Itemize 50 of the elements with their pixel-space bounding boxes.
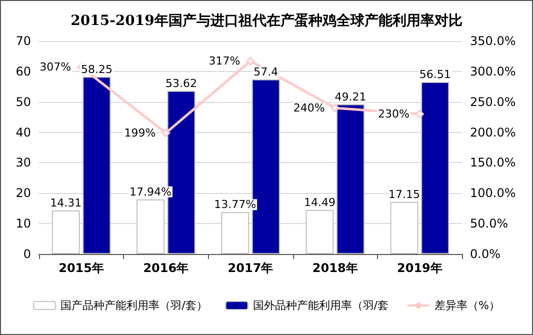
- y-tick-label: 20: [16, 186, 31, 200]
- x-tick-label: 2015年: [58, 261, 104, 275]
- bar: [336, 104, 364, 254]
- y-tick-label: 50: [16, 94, 31, 109]
- x-tick-label: 2017年: [228, 261, 274, 275]
- bar: [221, 212, 250, 254]
- data-label: 57.4: [254, 65, 278, 78]
- y-tick-label: 10: [16, 216, 31, 231]
- bar: [82, 76, 111, 254]
- y-tick-label: 70: [16, 34, 31, 48]
- legend-label: 国产品种产能利用率（羽/套）: [60, 299, 208, 312]
- y2-tick-label: 50.0%: [470, 216, 508, 231]
- data-label: 53.62: [166, 76, 198, 90]
- point: [330, 104, 340, 112]
- x-tick-label: 2016年: [143, 261, 189, 275]
- x-tick-label: 2018年: [312, 261, 358, 275]
- data-label: 230%: [378, 108, 410, 121]
- bar: [52, 210, 80, 254]
- bar: [421, 82, 450, 254]
- y2-tick-label: 350.0%: [470, 34, 516, 48]
- y2-tick-label: 200.0%: [470, 125, 516, 140]
- y2-tick-label: 300.0%: [470, 64, 516, 78]
- data-label: 17.94%: [130, 185, 172, 198]
- y2-tick-label: 150.0%: [470, 156, 516, 170]
- y-tick-label: 30: [16, 156, 31, 170]
- point: [246, 56, 255, 66]
- bar: [390, 202, 418, 254]
- data-label: 13.77%: [214, 198, 256, 212]
- data-label: 317%: [208, 54, 240, 68]
- data-label: 56.51: [419, 68, 451, 82]
- bar: [306, 210, 334, 254]
- data-label: 49.21: [334, 90, 366, 104]
- y2-tick-label: 0.0%: [470, 247, 500, 261]
- x-tick-label: 2019年: [396, 261, 442, 275]
- y2-tick-label: 100.0%: [470, 186, 516, 200]
- data-label: 199%: [124, 126, 156, 140]
- y-tick-label: 40: [16, 125, 31, 140]
- legend-label: 国外品种产能利用率（羽/套: [252, 299, 388, 312]
- point: [415, 110, 424, 118]
- y2-tick-label: 250.0%: [470, 94, 516, 109]
- data-label: 17.15: [388, 188, 420, 201]
- data-label: 14.31: [50, 196, 82, 210]
- y-tick-label: 0: [23, 247, 31, 261]
- y-tick-label: 60: [16, 64, 31, 78]
- legend-label: 差异率（%）: [434, 299, 500, 312]
- data-label: 14.49: [304, 196, 336, 209]
- point: [162, 128, 170, 138]
- data-label: 240%: [293, 101, 325, 114]
- data-label: 307%: [40, 60, 72, 74]
- chart-title: 2015-2019年国产与进口祖代在产蛋种鸡全球产能利用率对比: [70, 12, 462, 29]
